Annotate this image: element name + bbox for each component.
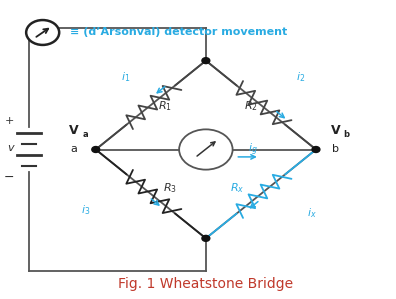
Text: $R_1$: $R_1$	[158, 100, 171, 113]
Circle shape	[26, 20, 59, 45]
Circle shape	[202, 235, 210, 241]
Circle shape	[202, 58, 210, 64]
Text: a: a	[71, 144, 78, 155]
Text: Fig. 1 Wheatstone Bridge: Fig. 1 Wheatstone Bridge	[118, 277, 293, 291]
Text: ≡ (d’Arsonval) detector movement: ≡ (d’Arsonval) detector movement	[70, 28, 287, 37]
Circle shape	[312, 147, 320, 152]
Text: $i_2$: $i_2$	[296, 70, 305, 84]
Text: v: v	[7, 143, 13, 153]
Circle shape	[92, 147, 100, 152]
Text: $i_x$: $i_x$	[307, 206, 317, 220]
Text: b: b	[344, 129, 350, 139]
Text: $i_g$: $i_g$	[248, 141, 258, 158]
Text: V: V	[331, 124, 341, 137]
Text: b: b	[332, 144, 339, 155]
Text: $i_1$: $i_1$	[121, 70, 130, 84]
Text: $R_3$: $R_3$	[164, 181, 177, 195]
Text: V: V	[69, 124, 79, 137]
Text: −: −	[4, 171, 15, 184]
Text: $R_x$: $R_x$	[230, 181, 244, 195]
Text: $R_2$: $R_2$	[244, 100, 258, 113]
Circle shape	[179, 129, 232, 170]
Text: $i_3$: $i_3$	[81, 203, 91, 217]
Text: +: +	[5, 116, 14, 126]
Text: a: a	[82, 129, 88, 139]
